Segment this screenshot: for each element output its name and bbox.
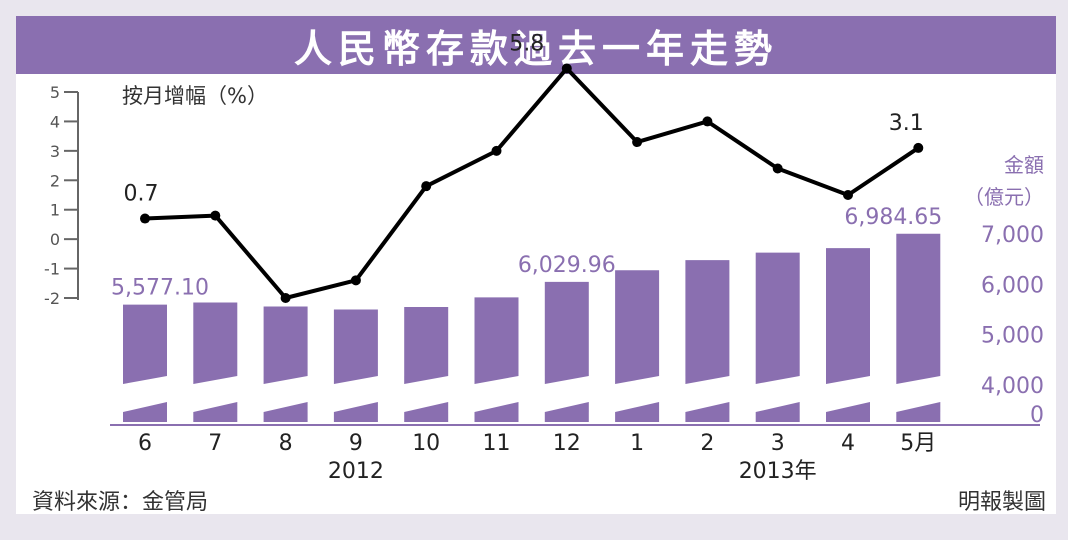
left-tick-label: -1 [44, 260, 60, 279]
bar-stub [896, 402, 941, 422]
right-tick-label: 6,000 [981, 273, 1044, 298]
bar-stub [123, 402, 167, 422]
source-note: 資料來源：金管局 [32, 490, 209, 515]
bar-value-label: 6,984.65 [844, 205, 942, 230]
line-value-label: 5.8 [509, 31, 544, 56]
bar-value-label: 6,029.96 [518, 253, 616, 278]
bar [263, 306, 308, 384]
growth-point [772, 163, 783, 174]
line-value-label: 3.1 [889, 111, 924, 136]
line-value-label: 0.7 [124, 182, 159, 207]
growth-point [632, 137, 643, 148]
left-tick-label: 5 [50, 83, 60, 102]
bar-stub [755, 402, 800, 422]
category-label: 5月 [900, 431, 936, 456]
growth-point [350, 275, 361, 286]
growth-point [843, 190, 853, 200]
category-label: 2 [700, 431, 714, 456]
bar [123, 304, 167, 384]
category-label: 9 [349, 431, 363, 456]
right-axis-unit: （億元） [964, 185, 1044, 209]
growth-point [702, 116, 713, 127]
left-tick-label: 3 [50, 142, 60, 161]
category-label: 10 [412, 431, 440, 456]
right-tick-label: 0 [1030, 403, 1044, 428]
category-label: 12 [553, 431, 581, 456]
right-tick-label: 4,000 [981, 374, 1044, 399]
category-label: 4 [841, 431, 855, 456]
left-tick-label: -2 [44, 289, 60, 308]
left-axis-label: 按月增幅（%） [122, 84, 268, 108]
category-label: 6 [138, 431, 152, 456]
left-tick-label: 0 [50, 230, 60, 249]
growth-line [144, 66, 920, 300]
brand-credit: 明報製圖 [957, 490, 1046, 515]
category-label: 11 [483, 431, 511, 456]
bar [896, 233, 941, 384]
chart-panel [16, 74, 1056, 514]
growth-point [280, 293, 291, 303]
bar [333, 309, 378, 384]
bar-value-label: 5,577.10 [111, 276, 209, 301]
category-label: 1 [630, 431, 644, 456]
right-tick-label: 7,000 [981, 223, 1044, 248]
growth-point [561, 63, 572, 74]
bar-stub [333, 402, 378, 422]
bar [544, 281, 589, 384]
growth-point [210, 210, 221, 221]
bar [404, 306, 449, 384]
year-label: 2012 [328, 459, 384, 484]
category-label: 3 [771, 431, 785, 456]
bar [685, 260, 730, 384]
chart-title: 人民幣存款過去一年走勢 [16, 16, 1056, 74]
bar-stub [615, 402, 660, 422]
left-tick-label: 4 [50, 112, 60, 131]
bar [193, 302, 238, 384]
bar [474, 297, 519, 384]
category-label: 7 [208, 431, 222, 456]
growth-point [421, 181, 432, 192]
bar-stub [263, 402, 308, 422]
bar [755, 252, 800, 384]
growth-point [140, 213, 150, 224]
bar-stub [404, 402, 449, 422]
bar-stub [826, 402, 870, 422]
category-label: 8 [279, 431, 293, 456]
bar-stub [193, 402, 238, 422]
right-axis-label: 金額 [1004, 153, 1044, 177]
growth-point [491, 145, 502, 156]
bar-stub [685, 402, 730, 422]
bar [826, 248, 870, 384]
right-tick-label: 5,000 [981, 324, 1044, 349]
bar-stub [544, 402, 589, 422]
year-label: 2013年 [739, 459, 817, 484]
left-tick-label: 1 [50, 201, 60, 220]
growth-point [913, 142, 924, 153]
left-tick-label: 2 [50, 171, 60, 190]
bar [615, 270, 660, 384]
bar-stub [474, 402, 519, 422]
